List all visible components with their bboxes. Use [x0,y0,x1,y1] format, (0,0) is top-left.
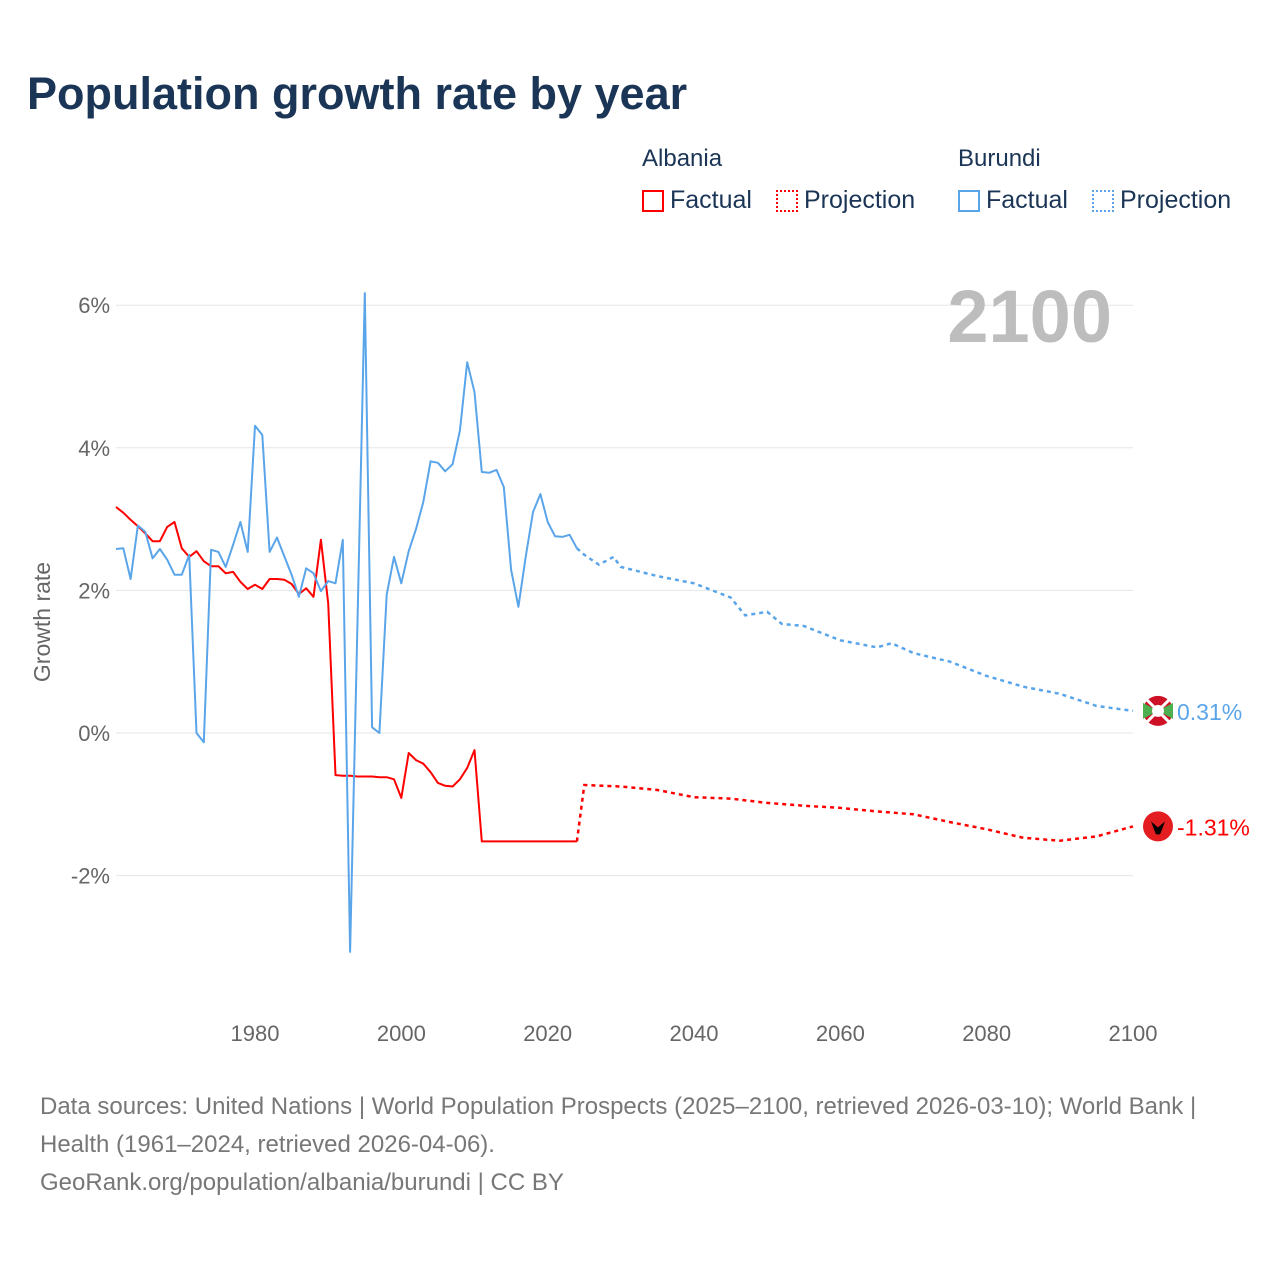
chart-title: Population growth rate by year [27,68,688,119]
legend-albania-factual[interactable]: Factual [642,186,752,215]
legend-burundi-factual[interactable]: Factual [958,186,1068,215]
y-axis-label: Growth rate [29,562,55,682]
legend-burundi-projection[interactable]: Projection [1092,186,1231,215]
legend-swatch-dotted [1092,189,1114,212]
burundi-flag-icon [1143,695,1173,726]
legend-group-burundi: Burundi [958,145,1041,172]
x-tick-label: 1980 [231,1021,280,1046]
y-tick-label: 6% [78,293,110,318]
legend-swatch-solid [958,189,980,212]
albania-end-value-label: -1.31% [1177,814,1250,840]
y-tick-label: 0% [78,721,110,746]
legend-label: Factual [986,186,1068,214]
legend-label: Projection [804,186,916,214]
albania-projection-line [575,783,1134,842]
burundi-end-value-label: 0.31% [1177,699,1242,725]
legend-swatch-dotted [776,189,798,212]
year-label: 2100 [947,275,1112,358]
albania-flag-icon [1143,811,1173,842]
burundi-factual-line [115,292,578,953]
data-sources: Data sources: United Nations | World Pop… [40,1093,1197,1158]
legend-albania-projection[interactable]: Projection [776,186,915,215]
y-tick-label: 4% [78,436,110,461]
footer: Data sources: United Nations | World Pop… [40,1088,1240,1202]
burundi-projection-line [576,547,1134,713]
legend-swatch-solid [642,189,664,212]
x-tick-label: 2020 [523,1021,572,1046]
legend-label: Factual [670,186,752,214]
x-tick-label: 2080 [962,1021,1011,1046]
legend-group-albania: Albania [642,145,723,172]
x-tick-label: 2100 [1109,1021,1158,1046]
x-tick-label: 2060 [816,1021,865,1046]
x-tick-label: 2000 [377,1021,426,1046]
x-tick-label: 2040 [670,1021,719,1046]
credit-link[interactable]: GeoRank.org/population/albania/burundi |… [40,1169,564,1196]
legend-label: Projection [1120,186,1232,214]
y-tick-label: 2% [78,578,110,603]
y-tick-label: -2% [71,864,110,889]
